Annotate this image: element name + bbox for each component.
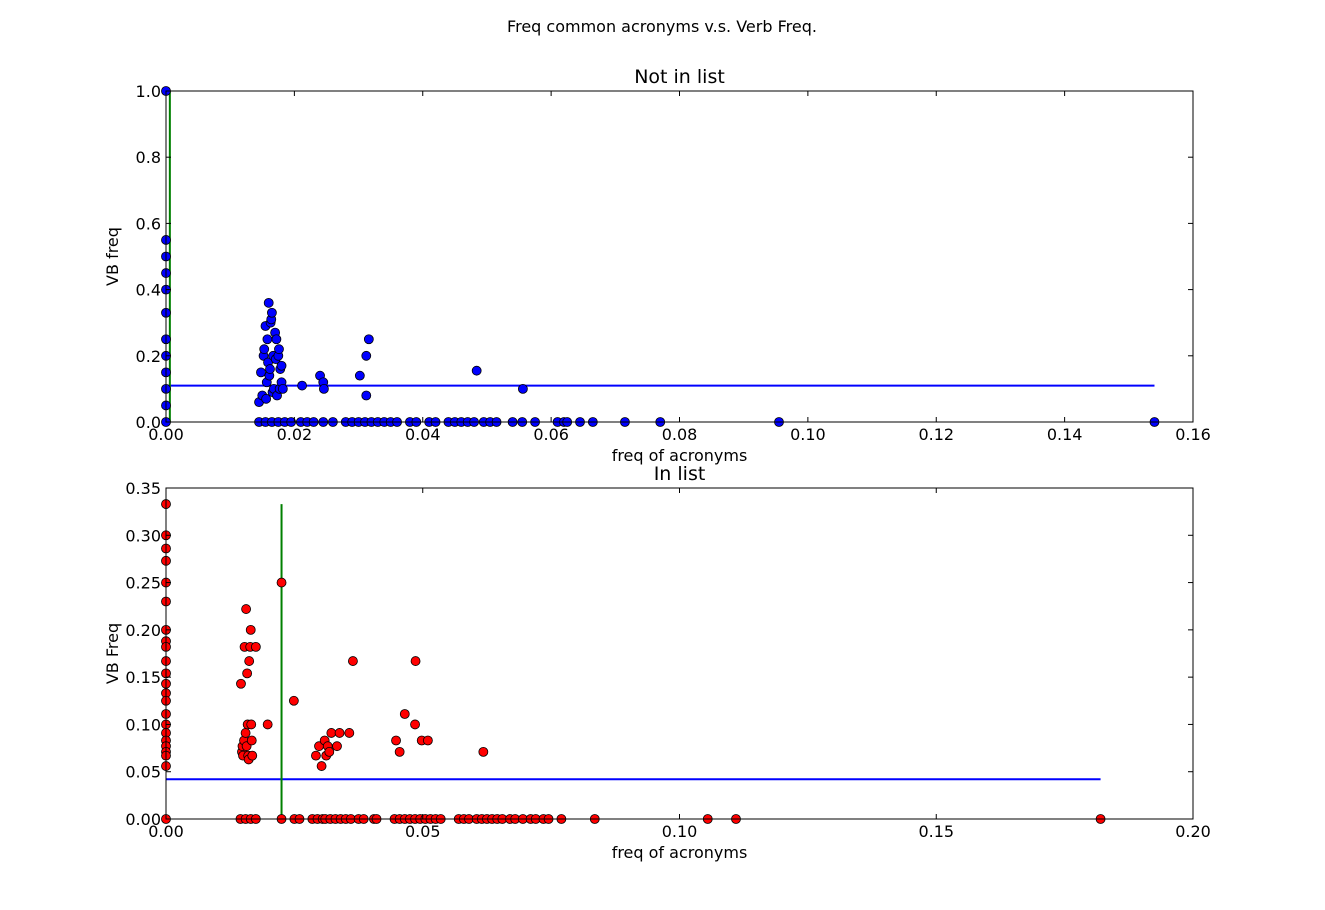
data-point	[361, 390, 372, 401]
data-point	[471, 365, 482, 376]
x-tick-label: 0.15	[918, 822, 954, 841]
data-point	[246, 719, 257, 730]
data-point	[394, 746, 405, 757]
x-tick-label: 0.10	[662, 822, 698, 841]
x-tick-label: 0.08	[662, 425, 698, 444]
y-tick-label: 0.2	[136, 347, 161, 366]
y-axis-label-in-list: VB Freq	[103, 623, 122, 684]
data-point	[242, 668, 253, 679]
data-point	[478, 746, 489, 757]
data-point	[244, 656, 255, 666]
data-point	[265, 364, 275, 374]
data-point	[241, 604, 252, 614]
y-tick-label: 0.10	[125, 715, 161, 734]
axes-title-in-list: In list	[654, 463, 706, 485]
x-tick-label: 0.04	[405, 425, 441, 444]
plot-area-in-list	[166, 504, 1101, 819]
data-point	[361, 350, 372, 361]
y-tick-label: 0.15	[125, 668, 161, 687]
x-tick-label: 0.05	[405, 822, 441, 841]
data-point	[324, 746, 335, 757]
x-tick-label: 0.10	[790, 425, 826, 444]
plot-area-not-in-list	[166, 91, 1155, 422]
y-tick-label: 0.6	[136, 214, 161, 233]
data-point	[363, 334, 374, 345]
y-tick-label: 1.0	[136, 82, 161, 101]
y-tick-label: 0.4	[136, 281, 161, 300]
data-point	[240, 728, 251, 738]
x-tick-label: 0.00	[148, 425, 184, 444]
data-point	[247, 750, 258, 761]
points-not-in-list	[161, 86, 1160, 427]
y-tick-label: 0.30	[125, 526, 161, 545]
figure-suptitle: Freq common acronyms v.s. Verb Freq.	[507, 17, 817, 36]
x-tick-label: 0.12	[918, 425, 954, 444]
data-point	[326, 728, 337, 738]
axes-in-list: In list 0.00 0.05 0.10 0.15 0.20 0.00 0.05 0.10 0…	[103, 463, 1211, 862]
y-tick-label: 0.35	[125, 479, 161, 498]
data-point	[319, 383, 329, 394]
data-point	[262, 334, 273, 345]
data-point	[354, 370, 365, 381]
data-point	[422, 735, 433, 746]
data-point	[261, 393, 272, 404]
data-point	[263, 297, 274, 308]
y-tick-label: 0.20	[125, 621, 161, 640]
data-point	[236, 678, 246, 689]
axes-title-not-in-list: Not in list	[634, 66, 725, 88]
data-point	[517, 383, 528, 394]
x-tick-label: 0.16	[1175, 425, 1211, 444]
y-tick-label: 0.05	[125, 763, 161, 782]
data-point	[316, 761, 327, 771]
data-point	[245, 624, 256, 635]
data-point	[246, 735, 257, 746]
data-point	[399, 709, 410, 719]
x-axis-label-not-in-list: freq of acronyms	[612, 446, 748, 465]
data-point	[332, 741, 342, 752]
x-tick-label: 0.00	[148, 822, 184, 841]
data-point	[276, 360, 287, 371]
data-point	[262, 719, 273, 730]
data-point	[410, 656, 421, 666]
x-tick-label: 0.02	[277, 425, 313, 444]
data-point	[297, 380, 307, 391]
data-point	[271, 334, 282, 345]
y-tick-label: 0.0	[136, 413, 161, 432]
data-point	[391, 735, 401, 746]
axes-not-in-list: Not in list 0.00 0.02 0.04 0.06 0.08 0.10 0.12 0…	[103, 66, 1211, 465]
x-tick-label: 0.14	[1047, 425, 1083, 444]
data-point	[344, 728, 355, 738]
x-axis-label-in-list: freq of acronyms	[612, 843, 748, 862]
data-point	[250, 641, 261, 652]
data-point	[334, 728, 345, 738]
data-point	[348, 656, 358, 666]
x-tick-label: 0.06	[533, 425, 569, 444]
data-point	[267, 307, 277, 318]
data-point	[410, 719, 420, 730]
data-point	[277, 383, 288, 394]
data-point	[311, 750, 321, 761]
data-point	[288, 695, 299, 706]
y-tick-label: 0.00	[125, 810, 161, 829]
x-tick-label: 0.20	[1175, 822, 1211, 841]
y-tick-label: 0.8	[136, 148, 161, 167]
points-in-list	[161, 499, 1106, 824]
data-point	[276, 577, 287, 588]
y-tick-label: 0.25	[125, 574, 161, 593]
data-point	[259, 344, 270, 355]
data-point	[256, 367, 266, 378]
y-axis-label-not-in-list: VB freq	[103, 227, 122, 286]
data-point	[274, 344, 284, 355]
